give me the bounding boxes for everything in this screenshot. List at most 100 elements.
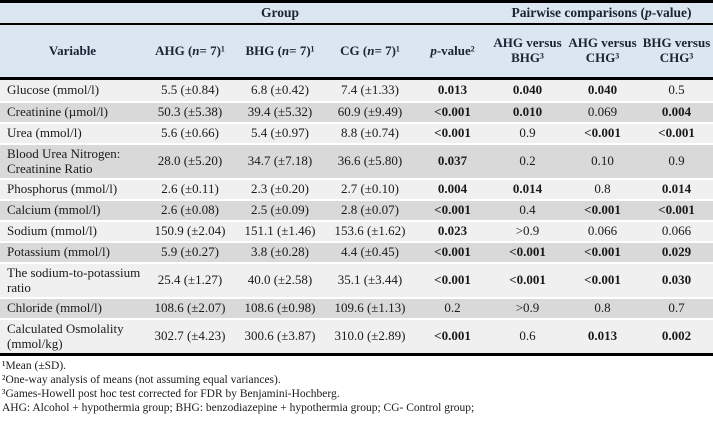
cell-ahg: 2.6 (±0.11) — [161, 181, 219, 197]
cell-p: <0.001 — [434, 244, 471, 260]
text-segment: p — [430, 42, 437, 58]
cell-bhg_chg: 0.030 — [661, 272, 692, 288]
cell-cg: 36.6 (±5.80) — [337, 153, 403, 169]
column-header-ahg: AHG (n = 7)¹ — [145, 25, 235, 77]
cell-bhg: 5.4 (±0.97) — [250, 125, 310, 141]
cell-ahg_bhg: <0.001 — [509, 244, 546, 260]
cell-variable: Urea (mmol/l) — [7, 125, 82, 141]
cell-cg: 109.6 (±1.13) — [334, 300, 406, 316]
cell-bhg: 39.4 (±5.32) — [247, 104, 313, 120]
table-row: Potassium (mmol/l) 5.9 (±0.27) 3.8 (±0.28)… — [0, 241, 713, 263]
cell-p: <0.001 — [434, 125, 471, 141]
cell-cg: 2.7 (±0.10) — [340, 181, 400, 197]
column-header-bhg_chg: BHG versus CHG³ — [640, 25, 713, 77]
cell-variable: Potassium (mmol/l) — [7, 244, 110, 260]
cell-cg: 153.6 (±1.62) — [334, 223, 406, 239]
cell-variable: Blood Urea Nitrogen: Creatinine Ratio — [7, 146, 121, 176]
column-header-bhg: BHG (n = 7)¹ — [235, 25, 325, 77]
cell-ahg_chg: <0.001 — [584, 125, 621, 141]
table-row: Calcium (mmol/l) 2.6 (±0.08) 2.5 (±0.09) 2.… — [0, 199, 713, 221]
text-segment: Variable — [48, 42, 97, 58]
table-group-header-row: Group Pairwise comparisons (p -value) — [0, 3, 713, 25]
table-row: Glucose (mmol/l) 5.5 (±0.84) 6.8 (±0.42) 7.… — [0, 80, 713, 101]
footnote-line: ³Games-Howell post hoc test corrected fo… — [2, 388, 340, 401]
cell-variable: The sodium-to-potassium ratio — [7, 265, 141, 295]
text-segment: n — [192, 42, 200, 58]
cell-ahg_bhg: >0.9 — [515, 300, 540, 316]
cell-variable: Creatinine (µmol/l) — [7, 104, 108, 120]
footnotes: ¹Mean (±SD). ²One-way analysis of means (… — [0, 356, 713, 415]
table-column-header-row: Variable AHG (n = 7)¹ BHG (n = 7)¹ CG ( n = … — [0, 25, 713, 80]
text-segment: AHG versus BHG³ — [493, 35, 562, 65]
cell-ahg_chg: <0.001 — [584, 272, 621, 288]
text-segment: CG ( — [340, 42, 368, 58]
cell-bhg: 2.5 (±0.09) — [250, 202, 310, 218]
cell-p: 0.037 — [437, 153, 468, 169]
cell-p: 0.013 — [437, 82, 468, 98]
cell-ahg: 108.6 (±2.07) — [154, 300, 226, 316]
cell-p: 0.004 — [437, 181, 468, 197]
pairwise-comparisons-header: Pairwise comparisons (p -value) — [490, 3, 713, 23]
table-row: Chloride (mmol/l) 108.6 (±2.07) 108.6 (±0.… — [0, 297, 713, 319]
footnote-line: ²One-way analysis of means (not assuming… — [2, 374, 281, 387]
footnote-line: ¹Mean (±SD). — [2, 360, 67, 373]
cell-ahg: 302.7 (±4.23) — [154, 328, 226, 344]
cell-ahg_chg: 0.069 — [587, 104, 618, 120]
cell-ahg_bhg: >0.9 — [515, 223, 540, 239]
cell-p: <0.001 — [434, 328, 471, 344]
column-header-variable: Variable — [0, 25, 145, 77]
text-segment: n — [281, 42, 290, 58]
cell-bhg: 3.8 (±0.28) — [250, 244, 310, 260]
results-table: Group Pairwise comparisons (p -value) Varia… — [0, 0, 713, 357]
cell-cg: 8.8 (±0.74) — [340, 125, 400, 141]
text-segment: AHG versus CHG³ — [568, 35, 637, 65]
cell-ahg_chg: 0.8 — [594, 300, 611, 316]
text-segment: Pairwise comparisons ( — [511, 5, 645, 21]
cell-variable: Phosphorus (mmol/l) — [7, 181, 118, 197]
footnote-line: AHG: Alcohol + hypothermia group; BHG: b… — [2, 402, 475, 415]
cell-bhg_chg: 0.004 — [661, 104, 692, 120]
cell-ahg_bhg: 0.2 — [519, 153, 536, 169]
cell-bhg_chg: 0.7 — [668, 300, 685, 316]
cell-ahg_chg: <0.001 — [584, 244, 621, 260]
cell-ahg_chg: 0.040 — [587, 82, 618, 98]
cell-ahg_chg: 0.066 — [587, 223, 618, 239]
text-segment: -value) — [651, 5, 692, 21]
cell-ahg_bhg: <0.001 — [509, 272, 546, 288]
cell-bhg_chg: 0.066 — [661, 223, 692, 239]
cell-cg: 7.4 (±1.33) — [340, 82, 400, 98]
table-row: Creatinine (µmol/l) 50.3 (±5.38) 39.4 (±5.… — [0, 101, 713, 122]
text-segment: BHG versus CHG³ — [642, 35, 711, 65]
cell-ahg: 5.9 (±0.27) — [160, 244, 220, 260]
cell-bhg: 300.6 (±3.87) — [244, 328, 316, 344]
text-segment: Group — [260, 5, 299, 21]
cell-bhg_chg: 0.014 — [661, 181, 692, 197]
group-header: Group — [145, 3, 415, 23]
cell-variable: Sodium (mmol/l) — [7, 223, 97, 239]
spacer-cell — [0, 3, 145, 23]
cell-bhg: 6.8 (±0.42) — [250, 82, 310, 98]
cell-ahg_bhg: 0.9 — [519, 125, 536, 141]
cell-ahg: 25.4 (±1.27) — [157, 272, 223, 288]
cell-bhg: 151.1 (±1.46) — [244, 223, 316, 239]
cell-p: <0.001 — [434, 202, 471, 218]
cell-ahg: 2.6 (±0.08) — [160, 202, 220, 218]
table-row: Phosphorus (mmol/l) 2.6 (±0.11) 2.3 (±0.20… — [0, 178, 713, 200]
table-row: Urea (mmol/l) 5.6 (±0.66) 5.4 (±0.97) 8.8 (… — [0, 122, 713, 143]
cell-bhg_chg: <0.001 — [658, 125, 695, 141]
cell-variable: Calcium (mmol/l) — [7, 202, 101, 218]
text-segment: = 7)¹ — [374, 42, 400, 58]
table-row: Sodium (mmol/l) 150.9 (±2.04) 151.1 (±1.46… — [0, 220, 713, 242]
column-header-ahg_chg: AHG versus CHG³ — [565, 25, 640, 77]
cell-p: <0.001 — [434, 272, 471, 288]
cell-ahg_bhg: 0.4 — [519, 202, 536, 218]
cell-ahg_chg: 0.8 — [594, 181, 611, 197]
cell-bhg_chg: 0.029 — [661, 244, 692, 260]
cell-cg: 310.0 (±2.89) — [334, 328, 406, 344]
cell-bhg: 40.0 (±2.58) — [247, 272, 313, 288]
text-segment: AHG ( — [155, 42, 193, 58]
cell-ahg_bhg: 0.6 — [519, 328, 536, 344]
cell-variable: Chloride (mmol/l) — [7, 300, 102, 316]
cell-ahg_bhg: 0.010 — [512, 104, 543, 120]
cell-ahg_bhg: 0.040 — [512, 82, 543, 98]
